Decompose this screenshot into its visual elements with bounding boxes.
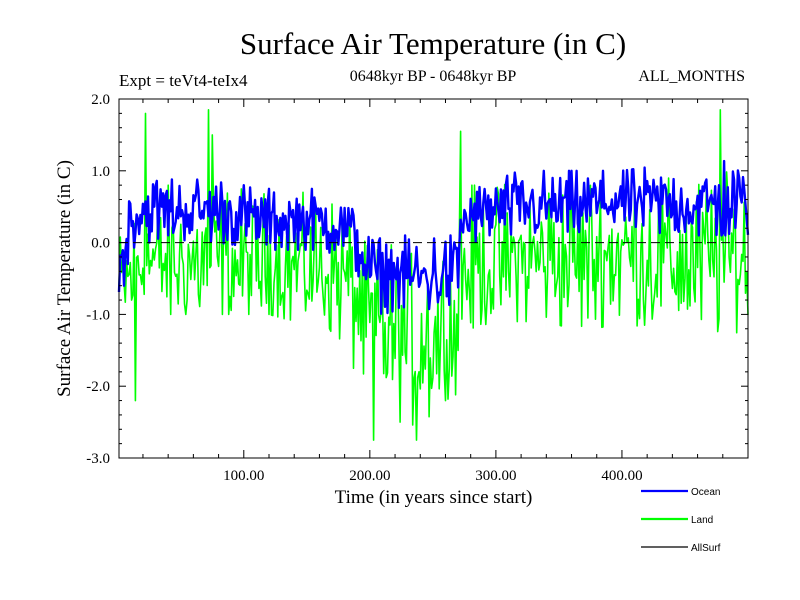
axes: 2.0 1.0 0.0 -1.0 -2.0 -3.0 100.00 200.00 300.00 4…	[86, 92, 748, 484]
x-tick-label: 100.00	[223, 468, 264, 484]
experiment-label: Expt = teVt4-teIx4	[119, 71, 248, 90]
y-axis-label: Surface Air Temperature (in C)	[54, 160, 75, 397]
y-tick-label: -2.0	[86, 379, 110, 395]
y-tick-label: -3.0	[86, 451, 110, 467]
legend: Ocean Land AllSurf	[641, 487, 721, 554]
x-tick-label: 300.00	[475, 468, 516, 484]
x-tick-label: 200.00	[349, 468, 390, 484]
y-tick-label: 2.0	[91, 92, 110, 108]
legend-label-allsurf: AllSurf	[691, 543, 721, 554]
x-axis-label: Time (in years since start)	[335, 487, 533, 508]
legend-label-land: Land	[691, 515, 713, 526]
chart-title: Surface Air Temperature (in C)	[239, 26, 627, 61]
y-tick-label: -1.0	[86, 307, 110, 323]
months-label: ALL_MONTHS	[638, 68, 745, 85]
series-line-ocean	[117, 159, 750, 315]
legend-label-ocean: Ocean	[691, 487, 720, 498]
series-ocean	[117, 159, 750, 315]
y-tick-label: 1.0	[91, 164, 110, 180]
y-tick-label: 0.0	[91, 236, 110, 252]
period-label: 0648kyr BP - 0648kyr BP	[349, 68, 517, 85]
x-tick-label: 400.00	[601, 468, 642, 484]
plot-frame	[118, 98, 749, 459]
